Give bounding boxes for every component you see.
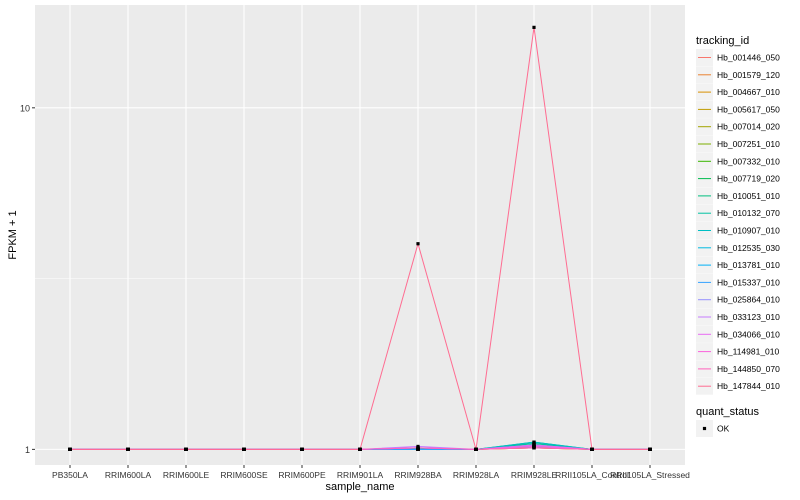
data-point (416, 446, 420, 450)
x-tick-label: RRIM901LA (337, 470, 384, 480)
data-point (358, 447, 362, 451)
legend-label: Hb_144850_070 (717, 364, 780, 374)
legend-title-shape: quant_status (696, 406, 759, 418)
y-tick-label: 10 (20, 103, 30, 113)
grid-major (35, 5, 685, 465)
x-tick-label: RRIM600LE (163, 470, 210, 480)
y-axis-ticks: 1 10 (20, 103, 35, 455)
x-tick-label: PB350LA (52, 470, 88, 480)
legend-label: Hb_010132_070 (717, 208, 780, 218)
x-axis-ticks: PB350LA RRIM600LA RRIM600LE RRIM600SE RRIM60… (52, 465, 690, 480)
legend-label: Hb_007332_010 (717, 156, 780, 166)
legend-label: Hb_013781_010 (717, 260, 780, 270)
x-tick-label: RRIM928LA (453, 470, 500, 480)
legend-items: Hb_001446_050 Hb_001579_120 Hb_004667_010 H… (696, 49, 780, 395)
legend-label: OK (717, 424, 730, 434)
data-point (532, 25, 536, 29)
x-tick-label: RRIM600PE (278, 470, 326, 480)
legend-label: Hb_015337_010 (717, 277, 780, 287)
x-axis-title: sample_name (325, 481, 394, 493)
legend-label: Hb_033123_010 (717, 312, 780, 322)
data-point (126, 447, 130, 451)
legend-key-point (702, 426, 707, 431)
legend-label: Hb_012535_030 (717, 243, 780, 253)
data-point (590, 447, 594, 451)
legend-label: Hb_147844_010 (717, 381, 780, 391)
legend-label: Hb_005617_050 (717, 104, 780, 114)
x-tick-label: RRIM600SE (220, 470, 268, 480)
x-tick-label: RRII105LA_Stressed (610, 470, 690, 480)
legend-label: Hb_001579_120 (717, 70, 780, 80)
legend-label: Hb_001446_050 (717, 53, 780, 63)
y-tick-label: 1 (25, 445, 30, 455)
legend-shape-items: OK (696, 420, 730, 437)
points-layer (68, 25, 652, 451)
legend-label: Hb_007719_020 (717, 174, 780, 184)
data-point (532, 446, 536, 450)
legend-label: Hb_004667_010 (717, 87, 780, 97)
legend-label: Hb_010907_010 (717, 226, 780, 236)
data-point (300, 447, 304, 451)
x-tick-label: RRII105LA_Control (555, 470, 629, 480)
data-point (416, 242, 420, 246)
legend-label: Hb_025864_010 (717, 295, 780, 305)
legend-label: Hb_034066_010 (717, 329, 780, 339)
x-tick-label: RRIM928BA (394, 470, 442, 480)
data-point (532, 440, 536, 444)
data-point (474, 447, 478, 451)
x-tick-label: RRIM928LE (511, 470, 558, 480)
data-point (648, 447, 652, 451)
legend: tracking_id Hb_001446_050Hb_001579_120Hb… (696, 35, 780, 437)
legend-label: Hb_010051_010 (717, 191, 780, 201)
data-point (242, 447, 246, 451)
data-point (184, 447, 188, 451)
x-tick-label: RRIM600LA (105, 470, 152, 480)
legend-label: Hb_114981_010 (717, 347, 780, 357)
legend-title-color: tracking_id (696, 35, 749, 47)
data-point (68, 447, 72, 451)
legend-label: Hb_007251_010 (717, 139, 780, 149)
y-axis-title: FPKM + 1 (7, 210, 19, 259)
legend-label: Hb_007014_020 (717, 122, 780, 132)
